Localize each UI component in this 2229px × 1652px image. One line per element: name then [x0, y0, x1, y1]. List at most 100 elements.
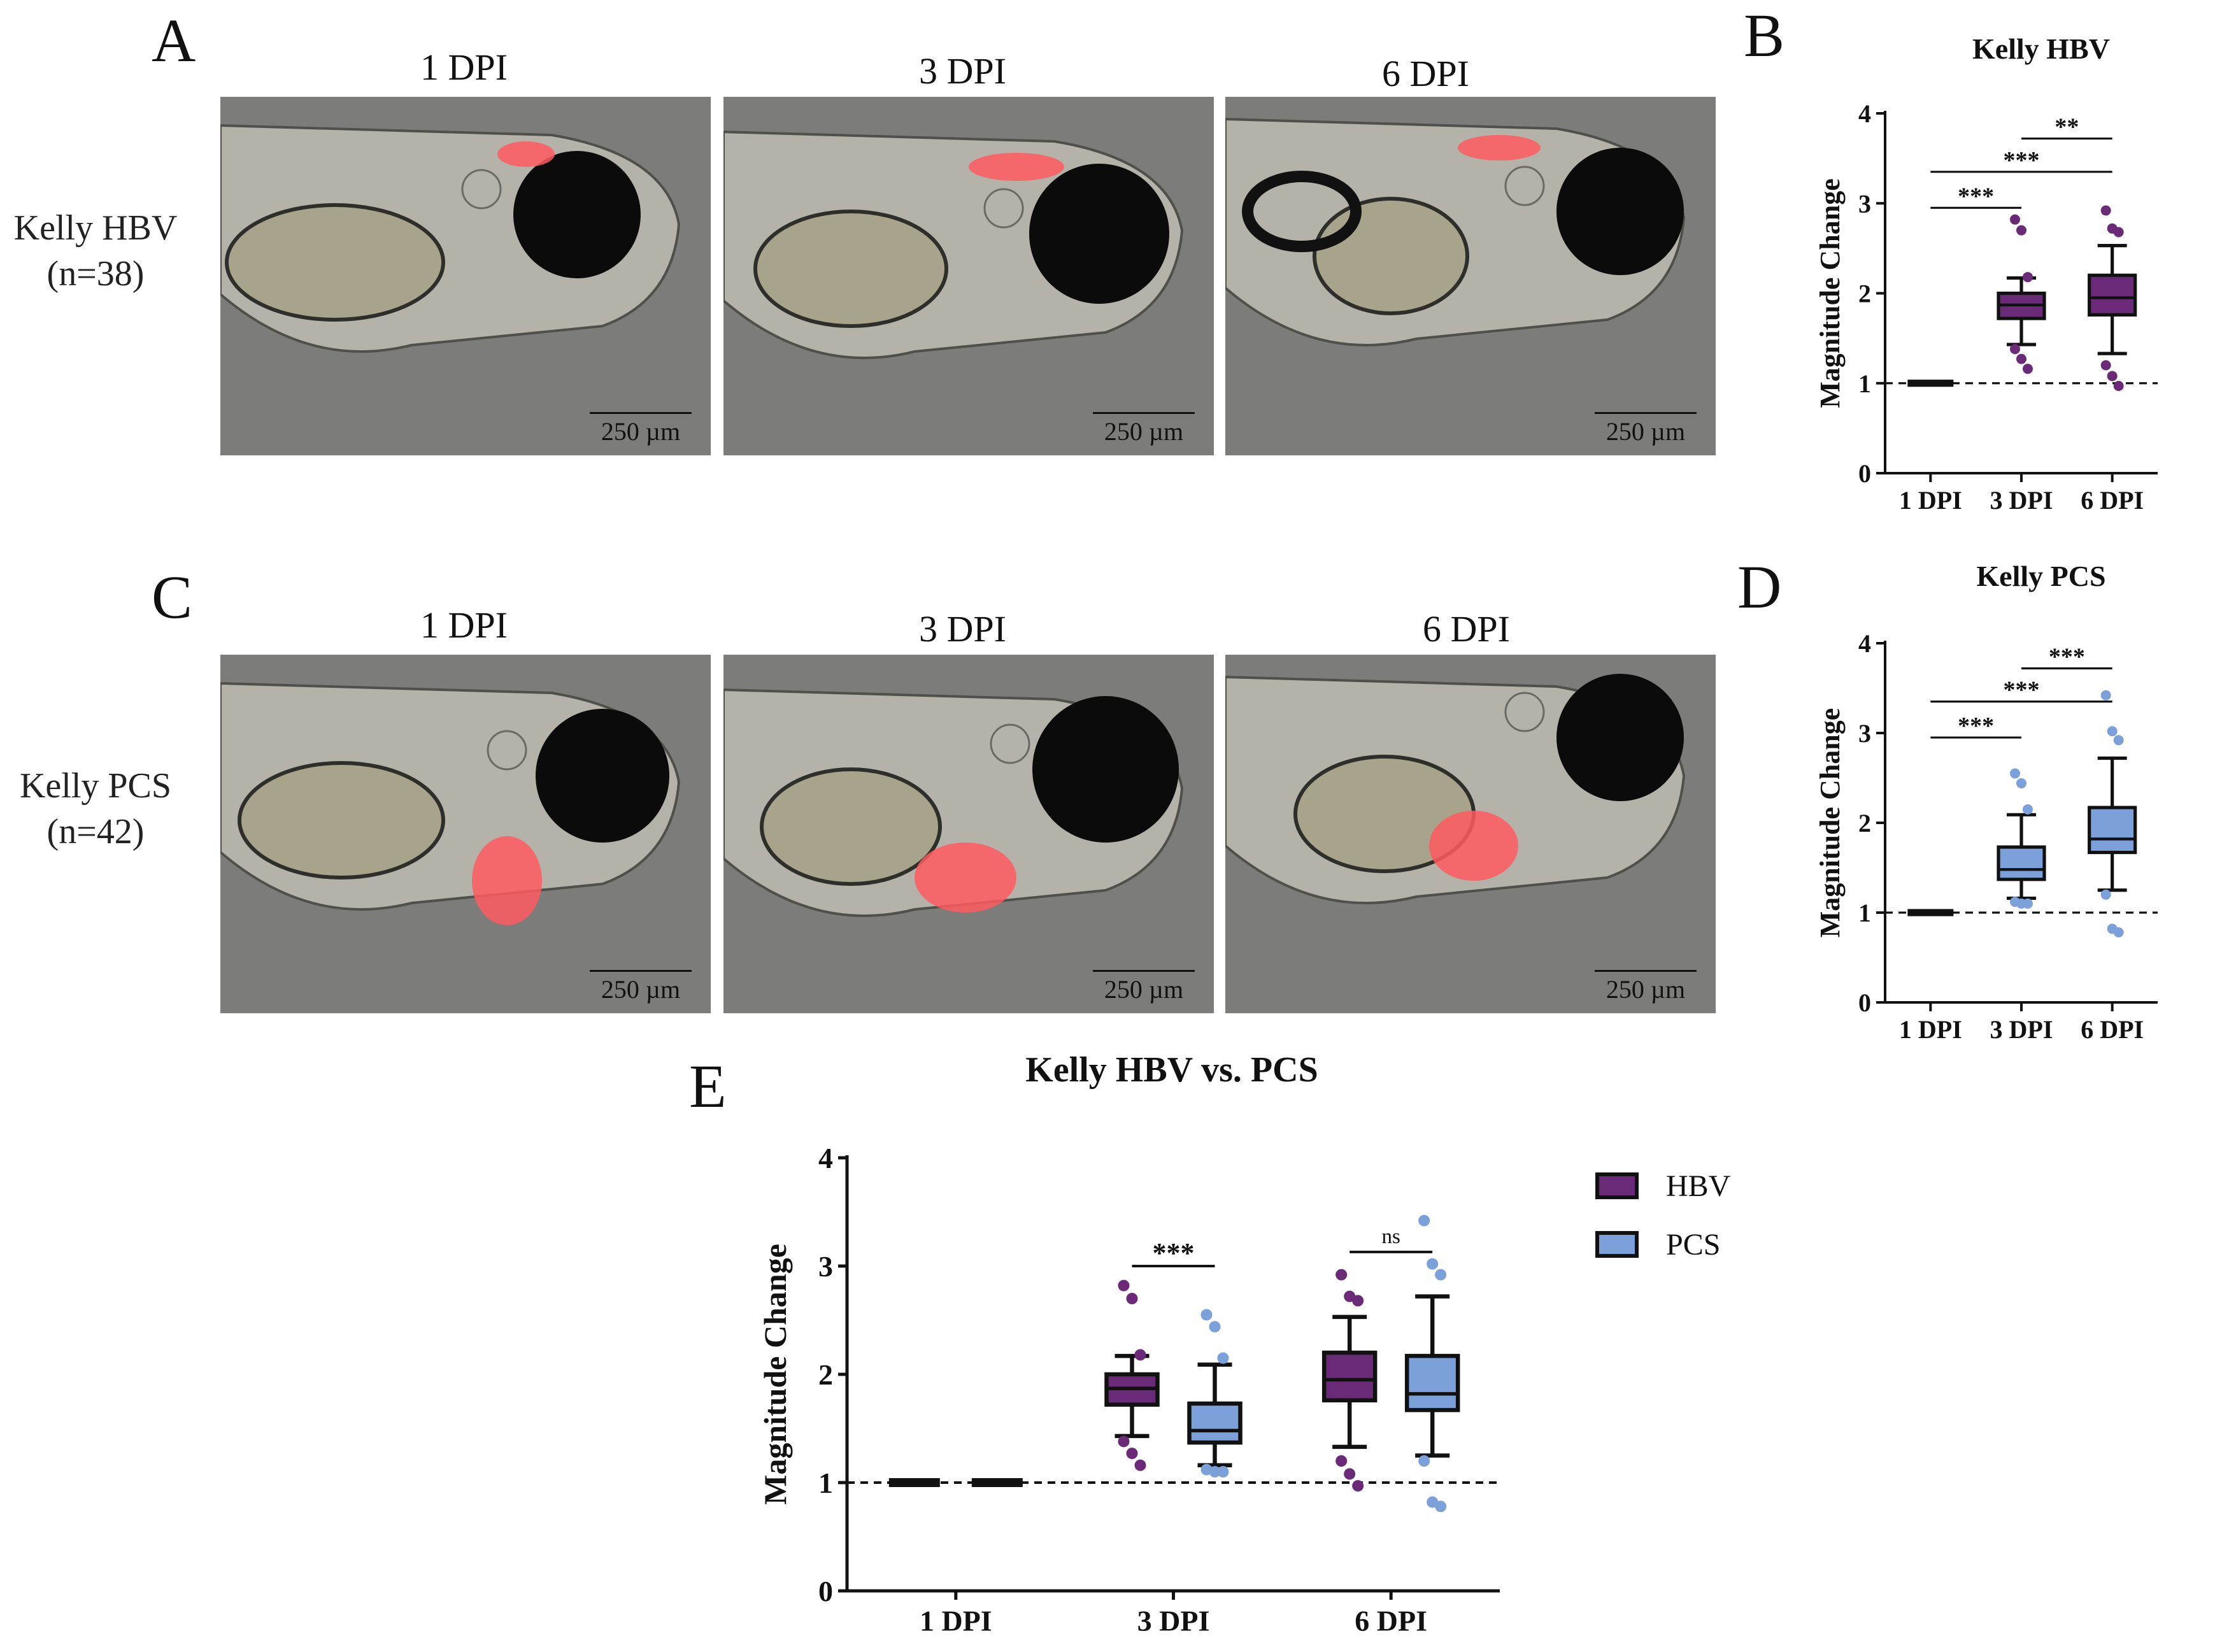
- photo-c-2: 250 µm: [723, 655, 1214, 1013]
- outlier-point: [1134, 1349, 1146, 1361]
- scale-bar-label: 250 µm: [1104, 975, 1184, 1004]
- outlier-point: [2023, 804, 2033, 815]
- outlier-point: [2010, 214, 2020, 225]
- outlier-point: [1200, 1309, 1213, 1321]
- scale-bar-label: 250 µm: [1104, 417, 1184, 446]
- panel-letter-a: A: [152, 6, 196, 75]
- scale-bar-label: 250 µm: [601, 417, 681, 446]
- outlier-point: [1134, 1459, 1146, 1471]
- outlier-point: [1126, 1448, 1138, 1460]
- chart-e: Kelly HBV vs. PCS Magnitude Change 0 1 2 3 4 1 …: [757, 1050, 1731, 1637]
- otic-vesicle: [1504, 166, 1545, 206]
- col-label-a-3: 6 DPI: [1382, 53, 1469, 94]
- panel-letter-c: C: [152, 563, 193, 631]
- yolk-sac: [1313, 197, 1469, 315]
- outlier-point: [1418, 1455, 1430, 1467]
- col-label-c-3: 6 DPI: [1423, 608, 1510, 650]
- outlier-point: [1418, 1214, 1430, 1227]
- box: [1187, 1401, 1243, 1445]
- x-tick-label: 3 DPI: [1990, 486, 2053, 515]
- y-tick-label: 2: [1858, 280, 1871, 308]
- scale-bar-line: [590, 970, 692, 972]
- legend-swatch: [1595, 1172, 1639, 1199]
- fish-eye: [513, 151, 641, 278]
- outlier-point: [1209, 1466, 1221, 1478]
- row-label-a-n: (n=38): [46, 254, 145, 294]
- box: [2088, 273, 2137, 317]
- y-axis-label: Magnitude Change: [1814, 708, 1846, 938]
- photo-a-3: 250 µm: [1225, 97, 1716, 455]
- otic-vesicle: [983, 188, 1024, 229]
- chart-title: Kelly HBV: [1972, 32, 2110, 65]
- yolk-sac: [753, 210, 948, 328]
- significance-label: ***: [2004, 147, 2040, 174]
- x-tick-label: 1 DPI: [1899, 486, 1962, 515]
- box: [1321, 1350, 1378, 1403]
- row-label-c-n: (n=42): [46, 812, 145, 851]
- col-label-c-1: 1 DPI: [420, 604, 508, 646]
- chart-d: Kelly PCS Magnitude Change 0 1 2 3 4 1 DPI 3 DPI…: [1814, 560, 2158, 1044]
- tumor-signal: [915, 843, 1016, 913]
- significance-label: **: [2055, 114, 2079, 141]
- x-tick-label: 6 DPI: [1355, 1604, 1427, 1637]
- yolk-sac: [238, 761, 445, 879]
- x-tick-label: 3 DPI: [1137, 1604, 1210, 1637]
- photo-c-1: 250 µm: [220, 655, 711, 1013]
- box: [971, 1478, 1023, 1487]
- tumor-signal: [497, 141, 555, 167]
- fish-image-photo-c-3: [1225, 655, 1716, 1013]
- row-label-a: Kelly HBV (n=38): [0, 205, 191, 297]
- significance-label: ***: [1958, 183, 1994, 210]
- otic-vesicle: [990, 723, 1030, 764]
- scale-bar: 250 µm: [590, 970, 692, 1004]
- panel-letter-d: D: [1737, 553, 1782, 621]
- fish-image-photo-c-2: [723, 655, 1214, 1013]
- outlier-point: [2010, 768, 2020, 779]
- fish-eye: [1029, 164, 1169, 304]
- outlier-point: [2113, 380, 2124, 391]
- otic-vesicle: [461, 169, 502, 210]
- outlier-point: [2023, 898, 2033, 909]
- box: [1907, 380, 1954, 387]
- fish-eye: [1032, 696, 1179, 843]
- y-tick-label: 0: [1858, 988, 1871, 1017]
- outlier-point: [1217, 1352, 1229, 1364]
- tumor-signal: [1429, 811, 1518, 881]
- outlier-point: [2016, 225, 2026, 236]
- outlier-point: [2023, 272, 2033, 283]
- scale-bar-label: 250 µm: [1606, 417, 1686, 446]
- y-tick-label: 4: [818, 1142, 833, 1174]
- tumor-signal: [472, 836, 542, 925]
- x-tick-label: 1 DPI: [920, 1604, 992, 1637]
- row-label-a-name: Kelly HBV: [13, 208, 178, 248]
- outlier-point: [1435, 1269, 1447, 1281]
- outlier-point: [2016, 778, 2026, 788]
- significance-label: ***: [2004, 677, 2040, 704]
- outlier-point: [2100, 360, 2111, 371]
- scale-bar: 250 µm: [1595, 412, 1697, 446]
- outlier-point: [1435, 1500, 1447, 1513]
- fish-eye: [1556, 674, 1684, 801]
- col-label-a-1: 1 DPI: [420, 46, 508, 88]
- chart-title: Kelly HBV vs. PCS: [1025, 1050, 1318, 1090]
- x-tick-label: 3 DPI: [1990, 1015, 2053, 1044]
- fish-image-photo-c-1: [220, 655, 711, 1013]
- photo-c-3: 250 µm: [1225, 655, 1716, 1013]
- fish-eye: [536, 709, 669, 843]
- outlier-point: [1427, 1258, 1439, 1270]
- legend-label: PCS: [1666, 1228, 1720, 1262]
- outlier-point: [1335, 1455, 1348, 1467]
- significance-label: ***: [1958, 713, 1994, 739]
- scale-bar-line: [1093, 970, 1195, 972]
- y-tick-label: 3: [818, 1250, 833, 1283]
- y-tick-label: 1: [1858, 899, 1871, 927]
- panel-letter-e: E: [689, 1052, 727, 1120]
- outlier-point: [2113, 735, 2124, 746]
- x-tick-label: 6 DPI: [2081, 486, 2144, 515]
- outlier-point: [2023, 364, 2033, 374]
- scale-bar-label: 250 µm: [1606, 975, 1686, 1004]
- outlier-point: [1335, 1269, 1348, 1281]
- significance-label: ***: [2049, 643, 2085, 670]
- otic-vesicle: [487, 730, 527, 771]
- outlier-point: [2010, 344, 2020, 355]
